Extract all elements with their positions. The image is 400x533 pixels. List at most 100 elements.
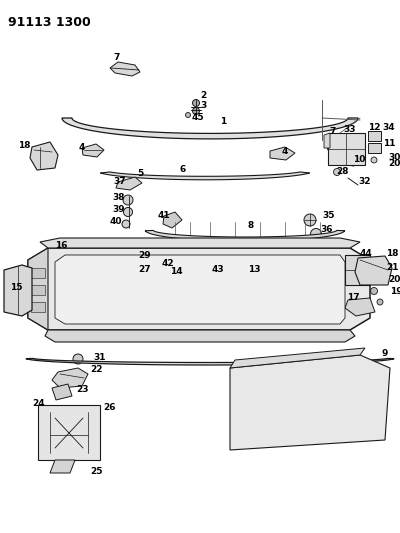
Text: 5: 5: [137, 169, 143, 179]
Polygon shape: [4, 265, 32, 316]
Circle shape: [158, 263, 166, 271]
Text: 15: 15: [10, 284, 22, 293]
Text: 20: 20: [388, 276, 400, 285]
Circle shape: [192, 108, 200, 115]
Circle shape: [348, 386, 352, 390]
Polygon shape: [110, 62, 140, 76]
Polygon shape: [325, 140, 350, 152]
Circle shape: [192, 100, 200, 107]
Polygon shape: [38, 405, 100, 460]
Text: 2: 2: [200, 92, 206, 101]
Text: 9: 9: [382, 349, 388, 358]
Text: 4: 4: [79, 142, 85, 151]
Text: 34: 34: [382, 124, 395, 133]
Circle shape: [298, 414, 302, 416]
Polygon shape: [62, 118, 358, 139]
Text: 10: 10: [353, 155, 365, 164]
Text: 26: 26: [103, 403, 116, 413]
Polygon shape: [28, 248, 48, 330]
Polygon shape: [52, 368, 88, 388]
Polygon shape: [45, 330, 355, 342]
Polygon shape: [55, 255, 345, 324]
Text: 7: 7: [329, 127, 335, 136]
Polygon shape: [50, 460, 75, 473]
Text: 17: 17: [347, 293, 360, 302]
Text: 3: 3: [200, 101, 206, 110]
Text: 43: 43: [212, 265, 225, 274]
Polygon shape: [345, 255, 370, 285]
Circle shape: [176, 286, 184, 294]
Polygon shape: [368, 143, 381, 153]
Polygon shape: [163, 212, 182, 228]
Text: 11: 11: [383, 140, 396, 149]
Polygon shape: [31, 302, 45, 312]
Text: 20: 20: [388, 158, 400, 167]
Circle shape: [349, 158, 357, 166]
Polygon shape: [28, 248, 370, 330]
Circle shape: [96, 286, 104, 294]
Text: 32: 32: [358, 177, 370, 187]
Polygon shape: [232, 266, 248, 285]
Text: 39: 39: [112, 206, 125, 214]
Polygon shape: [82, 144, 104, 157]
Circle shape: [73, 354, 83, 364]
Polygon shape: [282, 266, 298, 285]
Text: 38: 38: [112, 192, 124, 201]
Text: 91113 1300: 91113 1300: [8, 16, 91, 29]
Polygon shape: [82, 266, 98, 285]
Polygon shape: [31, 268, 45, 278]
Text: 41: 41: [158, 211, 171, 220]
Polygon shape: [31, 285, 45, 295]
Circle shape: [296, 286, 304, 294]
Text: 30: 30: [388, 152, 400, 161]
Text: 21: 21: [386, 263, 398, 272]
Circle shape: [370, 287, 378, 295]
Text: 19: 19: [390, 287, 400, 296]
Circle shape: [377, 299, 383, 305]
Text: 42: 42: [162, 259, 175, 268]
Text: 6: 6: [180, 165, 186, 174]
Text: 27: 27: [138, 265, 151, 274]
Circle shape: [318, 393, 322, 397]
Text: 29: 29: [138, 251, 151, 260]
Circle shape: [122, 220, 130, 228]
Circle shape: [186, 112, 190, 117]
Circle shape: [123, 195, 133, 205]
Polygon shape: [122, 266, 138, 285]
Polygon shape: [100, 172, 310, 180]
Circle shape: [334, 168, 340, 175]
Polygon shape: [192, 266, 208, 285]
Polygon shape: [328, 133, 365, 165]
Text: 16: 16: [55, 240, 68, 249]
Text: 33: 33: [343, 125, 356, 134]
Text: 22: 22: [90, 366, 102, 375]
Polygon shape: [270, 147, 295, 160]
Text: 25: 25: [90, 467, 102, 477]
Circle shape: [136, 286, 144, 294]
Text: 12: 12: [368, 124, 380, 133]
Text: 28: 28: [336, 166, 348, 175]
Text: 8: 8: [248, 222, 254, 230]
Circle shape: [304, 214, 316, 226]
Polygon shape: [324, 133, 330, 148]
Circle shape: [288, 389, 292, 392]
Text: 7: 7: [113, 52, 119, 61]
Circle shape: [310, 229, 322, 239]
Polygon shape: [40, 238, 360, 248]
Text: 14: 14: [170, 268, 183, 277]
Polygon shape: [368, 131, 381, 141]
Polygon shape: [30, 142, 58, 170]
Circle shape: [142, 269, 148, 276]
Text: 44: 44: [360, 248, 373, 257]
Text: 40: 40: [110, 217, 122, 227]
Polygon shape: [52, 384, 72, 400]
Text: 37: 37: [113, 177, 126, 187]
Polygon shape: [230, 348, 365, 368]
Polygon shape: [230, 355, 390, 450]
Text: 24: 24: [32, 399, 45, 408]
Polygon shape: [145, 230, 345, 241]
Text: 18: 18: [18, 141, 30, 149]
Polygon shape: [345, 298, 375, 316]
Polygon shape: [116, 177, 142, 190]
Text: 36: 36: [320, 225, 332, 235]
